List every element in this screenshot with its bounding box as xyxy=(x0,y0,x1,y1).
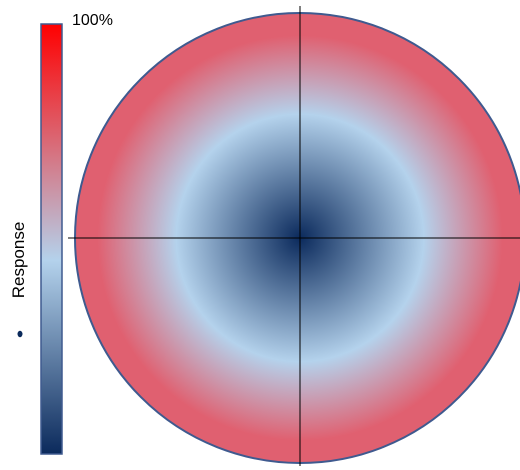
colorbar-max-label: 100% xyxy=(72,12,113,29)
colorbar: 100% Response xyxy=(9,12,113,455)
heatmap-disk xyxy=(68,6,520,466)
colorbar-gradient xyxy=(40,23,63,455)
colorbar-title: Response xyxy=(9,222,28,299)
colorbar-title-marker xyxy=(17,330,23,338)
